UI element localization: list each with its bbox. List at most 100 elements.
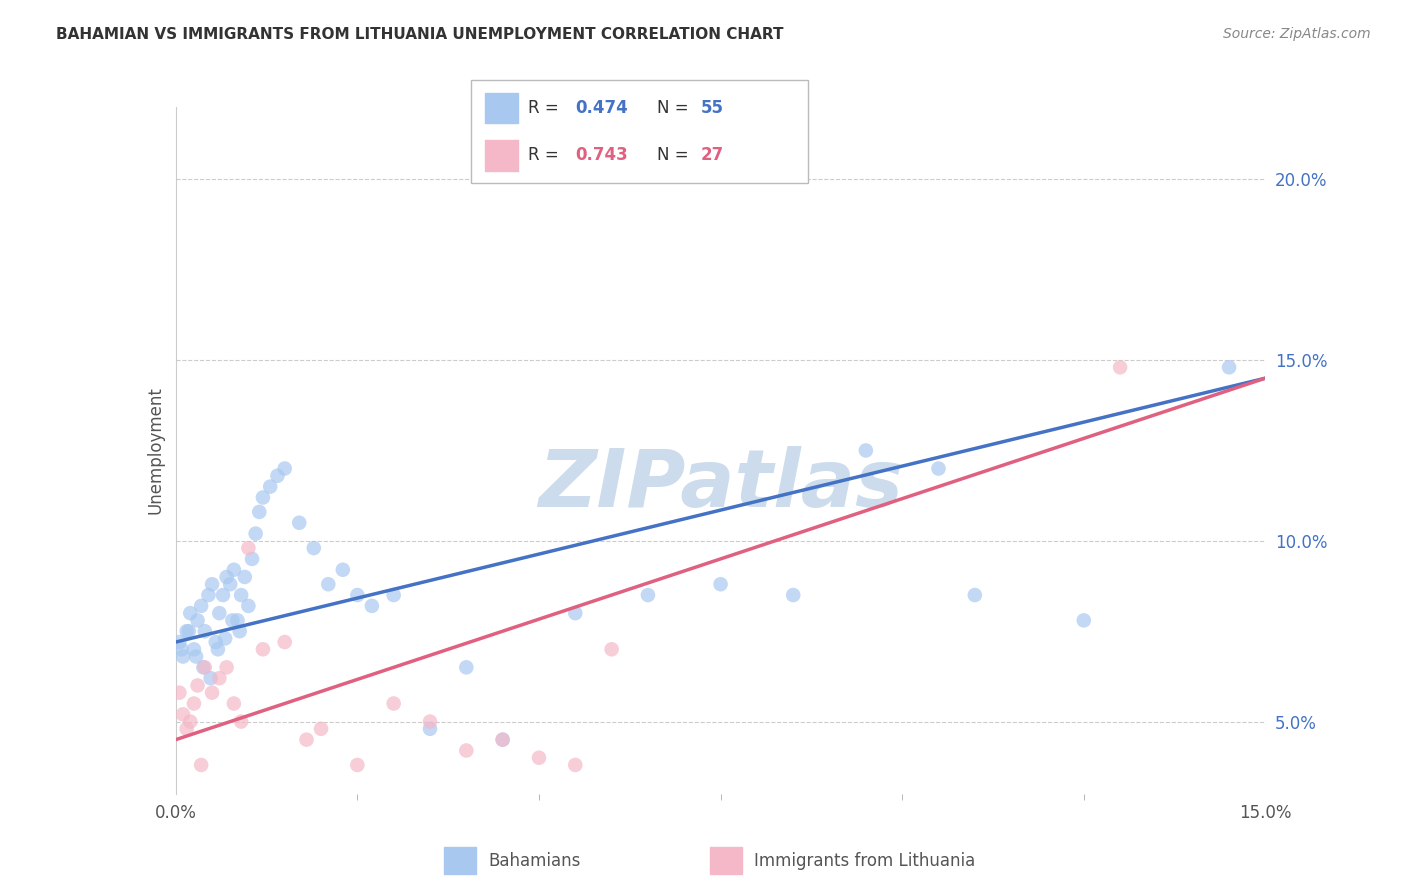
Point [201, 686, 224, 700]
Point [318, 577, 340, 591]
Text: R =: R = [529, 146, 564, 164]
Point [288, 516, 311, 530]
Point [419, 714, 441, 729]
Point [222, 563, 245, 577]
Point [332, 563, 354, 577]
FancyBboxPatch shape [471, 80, 808, 183]
Point [190, 599, 212, 613]
Point [274, 635, 297, 649]
Point [492, 732, 515, 747]
Bar [485, 140, 519, 170]
Bar [444, 847, 475, 874]
Point [266, 468, 288, 483]
Point [231, 714, 253, 729]
Point [197, 588, 219, 602]
Point [456, 743, 478, 757]
Text: 27: 27 [700, 146, 724, 164]
Point [382, 588, 405, 602]
Point [419, 722, 441, 736]
Text: Source: ZipAtlas.com: Source: ZipAtlas.com [1223, 27, 1371, 41]
Point [184, 649, 207, 664]
Point [179, 714, 201, 729]
Bar [485, 93, 519, 123]
Text: N =: N = [657, 99, 693, 117]
Point [456, 660, 478, 674]
Point [194, 624, 217, 639]
Point [212, 588, 235, 602]
Point [382, 697, 405, 711]
Text: Bahamians: Bahamians [489, 852, 581, 870]
Point [221, 613, 243, 627]
Point [215, 660, 238, 674]
Point [183, 642, 205, 657]
Point [219, 577, 242, 591]
Point [176, 624, 198, 639]
Point [177, 624, 200, 639]
Point [600, 642, 623, 657]
Point [169, 686, 191, 700]
Point [201, 577, 224, 591]
Point [295, 732, 318, 747]
Point [1109, 360, 1132, 375]
Point [233, 570, 256, 584]
Point [186, 678, 209, 692]
Point [252, 642, 274, 657]
Text: R =: R = [529, 99, 564, 117]
Point [238, 599, 260, 613]
Point [190, 758, 212, 772]
Point [302, 541, 325, 555]
Point [204, 635, 226, 649]
Point [245, 526, 267, 541]
Point [1073, 613, 1095, 627]
Point [193, 660, 215, 674]
Text: ZIPatlas: ZIPatlas [538, 446, 903, 524]
Point [492, 732, 515, 747]
Point [637, 588, 659, 602]
Point [782, 588, 804, 602]
Point [200, 671, 222, 685]
Point [346, 758, 368, 772]
Point [172, 707, 194, 722]
Point [186, 613, 209, 627]
Point [172, 649, 194, 664]
Point [208, 606, 231, 620]
Point [214, 632, 236, 646]
Point [963, 588, 986, 602]
Point [928, 461, 950, 475]
Text: 55: 55 [700, 99, 724, 117]
Point [222, 697, 245, 711]
Point [238, 541, 260, 555]
Point [207, 642, 229, 657]
Point [179, 606, 201, 620]
Point [228, 624, 250, 639]
Point [226, 613, 249, 627]
Point [176, 722, 198, 736]
Text: BAHAMIAN VS IMMIGRANTS FROM LITHUANIA UNEMPLOYMENT CORRELATION CHART: BAHAMIAN VS IMMIGRANTS FROM LITHUANIA UN… [56, 27, 783, 42]
Point [231, 588, 253, 602]
Point [309, 722, 332, 736]
Point [240, 552, 263, 566]
Point [259, 480, 281, 494]
Point [208, 671, 231, 685]
Point [855, 443, 877, 458]
Point [274, 461, 297, 475]
Bar [710, 847, 742, 874]
Point [564, 758, 586, 772]
Point [194, 660, 217, 674]
Text: 0.743: 0.743 [575, 146, 628, 164]
Text: 0.474: 0.474 [575, 99, 628, 117]
Point [346, 588, 368, 602]
Point [564, 606, 586, 620]
Point [1218, 360, 1240, 375]
Point [710, 577, 733, 591]
Point [361, 599, 384, 613]
Point [169, 635, 191, 649]
Point [247, 505, 270, 519]
Point [527, 750, 550, 764]
Text: Immigrants from Lithuania: Immigrants from Lithuania [754, 852, 976, 870]
Point [170, 642, 193, 657]
Point [215, 570, 238, 584]
Point [252, 491, 274, 505]
Text: N =: N = [657, 146, 693, 164]
Point [183, 697, 205, 711]
